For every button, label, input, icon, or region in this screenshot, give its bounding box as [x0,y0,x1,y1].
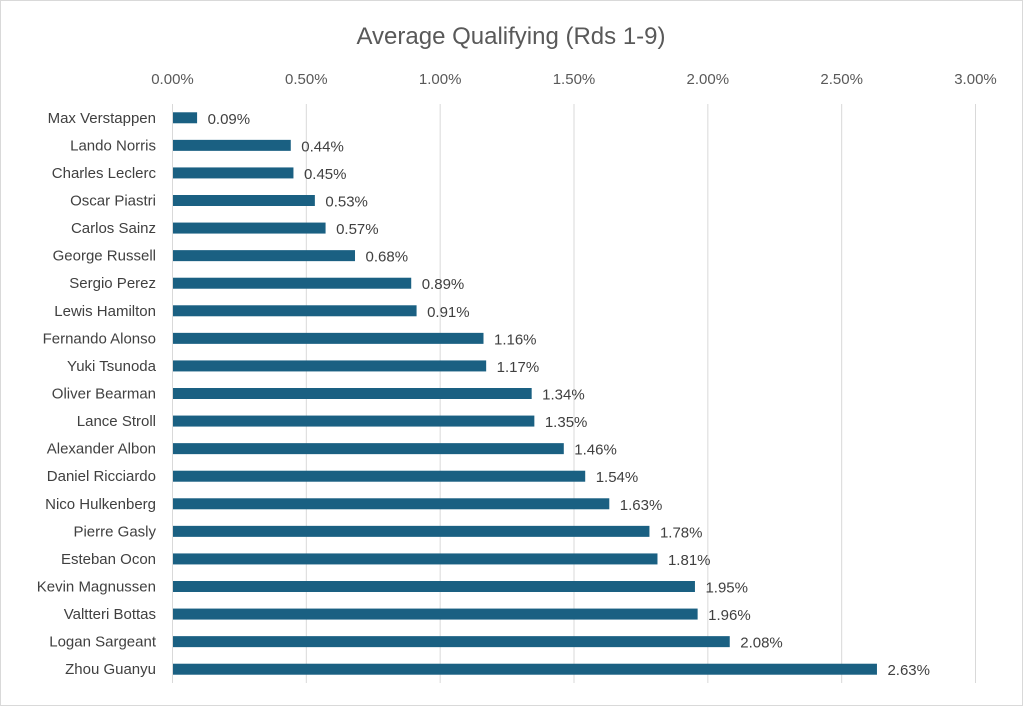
data-label: 0.09% [208,111,251,128]
category-label: Valtteri Bottas [64,606,156,623]
bar [173,222,326,234]
category-label: Oscar Piastri [70,193,156,210]
category-label: Kevin Magnussen [37,579,156,596]
bars [173,112,877,675]
category-label: Lewis Hamilton [54,303,156,320]
x-tick-label: 1.00% [419,71,462,88]
category-label: Lance Stroll [77,413,156,430]
bar [173,195,315,206]
data-label: 0.68% [366,249,409,266]
bar [173,112,198,124]
bar [173,443,564,455]
x-tick-label: 0.50% [285,71,328,88]
x-tick-label: 0.00% [151,71,194,88]
bar [173,305,417,317]
x-tick-label: 1.50% [553,71,596,88]
data-label: 1.34% [542,387,585,404]
category-label: George Russell [53,248,156,265]
data-label: 1.46% [574,442,617,459]
data-label: 2.08% [740,635,783,652]
x-tick-label: 2.50% [820,71,863,88]
category-label: Charles Leclerc [52,165,157,182]
data-label: 1.81% [668,552,711,569]
category-label: Carlos Sainz [71,220,156,237]
data-label: 2.63% [887,662,930,679]
category-label: Sergio Perez [69,275,156,292]
x-tick-label: 2.00% [687,71,730,88]
bar [173,663,877,675]
bar [173,250,356,262]
bar [173,415,535,427]
bar [173,525,650,537]
bar [173,360,487,372]
bar [173,332,484,344]
category-label: Esteban Ocon [61,551,156,568]
x-tick-label: 3.00% [954,71,997,88]
bar [173,167,294,179]
category-label: Zhou Guanyu [65,661,156,678]
bar [173,608,698,620]
data-label: 0.53% [325,194,368,211]
data-label: 1.17% [497,359,540,376]
bar [173,581,695,592]
data-label: 0.89% [422,276,465,293]
data-label: 1.95% [705,580,748,597]
category-label: Nico Hulkenberg [45,496,156,513]
bar [173,498,610,510]
data-label: 1.78% [660,524,703,541]
data-labels: 0.09% 0.44% 0.45% 0.53% 0.57% 0.68% 0.89% 0.91%… [208,111,930,679]
data-label: 0.57% [336,221,379,238]
bar [173,470,586,482]
category-label: Oliver Bearman [52,386,156,403]
category-label: Lando Norris [70,137,156,154]
category-label: Daniel Ricciardo [47,468,156,485]
category-label: Alexander Albon [47,441,156,458]
category-labels: Max Verstappen Lando Norris Charles Lecler… [37,110,157,678]
category-label: Yuki Tsunoda [67,358,157,375]
data-label: 0.45% [304,166,347,183]
data-label: 1.16% [494,331,537,348]
bar [173,553,658,565]
category-label: Fernando Alonso [43,330,156,347]
category-label: Logan Sargeant [49,634,157,651]
data-label: 1.63% [620,497,663,514]
bar [173,139,291,151]
data-label: 0.91% [427,304,470,321]
data-label: 1.96% [708,607,751,624]
category-label: Pierre Gasly [73,523,156,540]
bar [173,636,730,648]
data-label: 0.44% [301,138,344,155]
category-label: Max Verstappen [48,110,156,127]
data-label: 1.35% [545,414,588,431]
bar [173,388,532,399]
data-label: 1.54% [596,469,639,486]
bar [173,277,412,289]
x-axis-ticks: 0.00% 0.50% 1.00% 1.50% 2.00% 2.50% 3.00% [151,71,997,88]
chart-title: Average Qualifying (Rds 1-9) [356,23,665,50]
